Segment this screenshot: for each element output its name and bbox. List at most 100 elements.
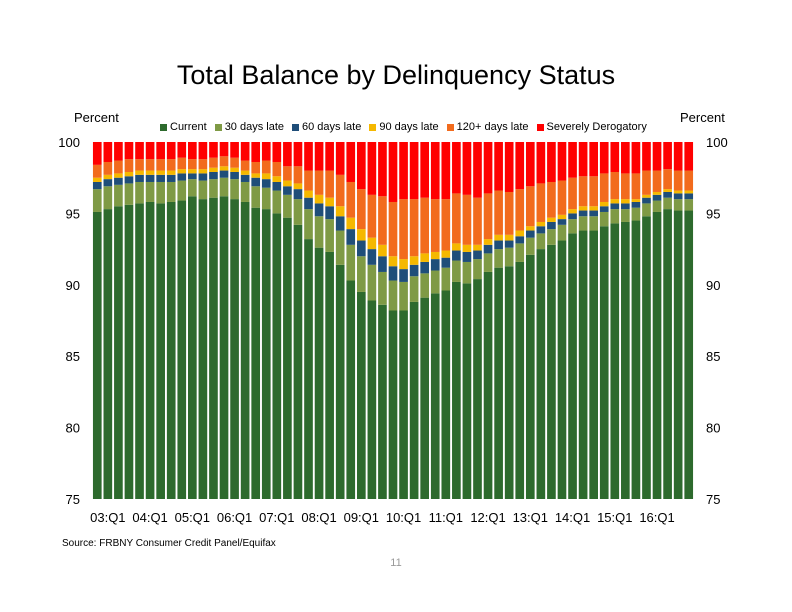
bar-segment xyxy=(599,206,609,212)
bar-segment xyxy=(599,142,609,174)
legend-swatch xyxy=(369,123,377,131)
bar-segment xyxy=(557,142,567,181)
bar-segment xyxy=(547,217,556,222)
bar-segment xyxy=(462,142,472,195)
bar-segment xyxy=(230,167,239,172)
bar-segment xyxy=(483,253,493,272)
bar-segment xyxy=(515,236,525,244)
bar-segment xyxy=(145,181,155,202)
bar-segment xyxy=(525,237,535,255)
bar-segment xyxy=(283,180,292,187)
bar-segment xyxy=(536,226,546,234)
bar-segment xyxy=(272,142,282,162)
bar-segment xyxy=(378,256,387,272)
bar-segment xyxy=(356,229,366,241)
bar-segment xyxy=(673,170,683,191)
y-axis-label-left: Percent xyxy=(74,110,119,125)
bar-segment xyxy=(251,177,261,187)
bar-segment xyxy=(536,249,546,499)
bar-segment xyxy=(610,203,620,210)
bar-segment xyxy=(673,190,683,194)
bar-segment xyxy=(103,209,113,499)
legend-label: Current xyxy=(170,121,207,133)
bar-segment xyxy=(293,142,303,167)
y-tick-label-left: 95 xyxy=(66,206,80,221)
bar-segment xyxy=(504,240,514,248)
bar-segment xyxy=(494,249,503,268)
bar-segment xyxy=(409,276,419,302)
bar-segment xyxy=(135,203,144,499)
bar-segment xyxy=(103,186,113,210)
bar-segment xyxy=(515,243,525,262)
bar-segment xyxy=(367,194,377,238)
bar-segment xyxy=(504,234,514,241)
bar-segment xyxy=(462,194,472,245)
bar-segment xyxy=(515,142,525,190)
bar-segment xyxy=(325,219,334,252)
bar-segment xyxy=(441,199,451,251)
bar-segment xyxy=(599,211,609,227)
legend-entry: Current xyxy=(160,121,207,133)
bar-segment xyxy=(92,181,102,190)
bar-segment xyxy=(209,171,218,180)
bar-segment xyxy=(684,193,694,200)
bar-segment xyxy=(631,199,641,202)
bar-segment xyxy=(547,181,556,218)
bar-segment xyxy=(494,267,503,499)
bar-segment xyxy=(430,259,440,271)
bar-segment xyxy=(515,189,525,231)
bar-segment xyxy=(430,251,440,260)
bar-segment xyxy=(578,176,588,207)
bar-segment xyxy=(293,189,303,200)
bar-segment xyxy=(166,159,176,171)
bar-segment xyxy=(188,179,197,197)
bar-segment xyxy=(261,160,271,174)
bar-segment xyxy=(209,142,218,158)
bar-segment xyxy=(367,264,377,301)
bar-segment xyxy=(240,181,250,202)
bar-segment xyxy=(346,280,356,499)
bar-segment xyxy=(219,196,229,499)
x-tick-label: 10:Q1 xyxy=(386,510,421,525)
bar-segment xyxy=(621,173,630,200)
y-tick-label-left: 90 xyxy=(66,278,80,293)
bar-segment xyxy=(166,170,176,175)
bar-segment xyxy=(283,217,292,499)
bar-segment xyxy=(452,193,461,244)
bar-segment xyxy=(240,170,250,175)
bar-segment xyxy=(114,184,123,207)
bar-segment xyxy=(388,310,398,499)
bar-segment xyxy=(251,207,261,499)
bar-segment xyxy=(177,173,187,181)
bar-segment xyxy=(589,216,598,231)
bar-segment xyxy=(124,176,134,184)
bar-segment xyxy=(145,159,155,171)
bar-segment xyxy=(188,142,197,160)
bar-segment xyxy=(525,230,535,238)
legend-entry: 120+ days late xyxy=(446,121,529,133)
bar-segment xyxy=(430,293,440,499)
bar-segment xyxy=(230,142,239,158)
bar-segment xyxy=(135,170,144,175)
y-tick-label-right: 100 xyxy=(706,135,728,150)
bar-segment xyxy=(652,200,662,212)
bar-segment xyxy=(452,250,461,261)
bar-segment xyxy=(304,190,313,198)
bar-segment xyxy=(198,180,208,200)
bar-segment xyxy=(388,280,398,311)
bar-segment xyxy=(92,211,102,499)
bar-segment xyxy=(124,183,134,205)
bar-segment xyxy=(610,209,620,224)
bar-segment xyxy=(304,142,313,171)
bar-segment xyxy=(568,219,577,234)
bar-segment xyxy=(547,221,556,230)
bar-segment xyxy=(409,301,419,499)
bar-segment xyxy=(314,142,324,171)
bar-segment xyxy=(335,230,345,265)
bar-segment xyxy=(325,197,334,207)
bar-segment xyxy=(631,220,641,500)
bar-segment xyxy=(114,142,123,161)
bar-segment xyxy=(261,187,271,210)
bar-segment xyxy=(124,159,134,172)
bar-segment xyxy=(441,267,451,291)
